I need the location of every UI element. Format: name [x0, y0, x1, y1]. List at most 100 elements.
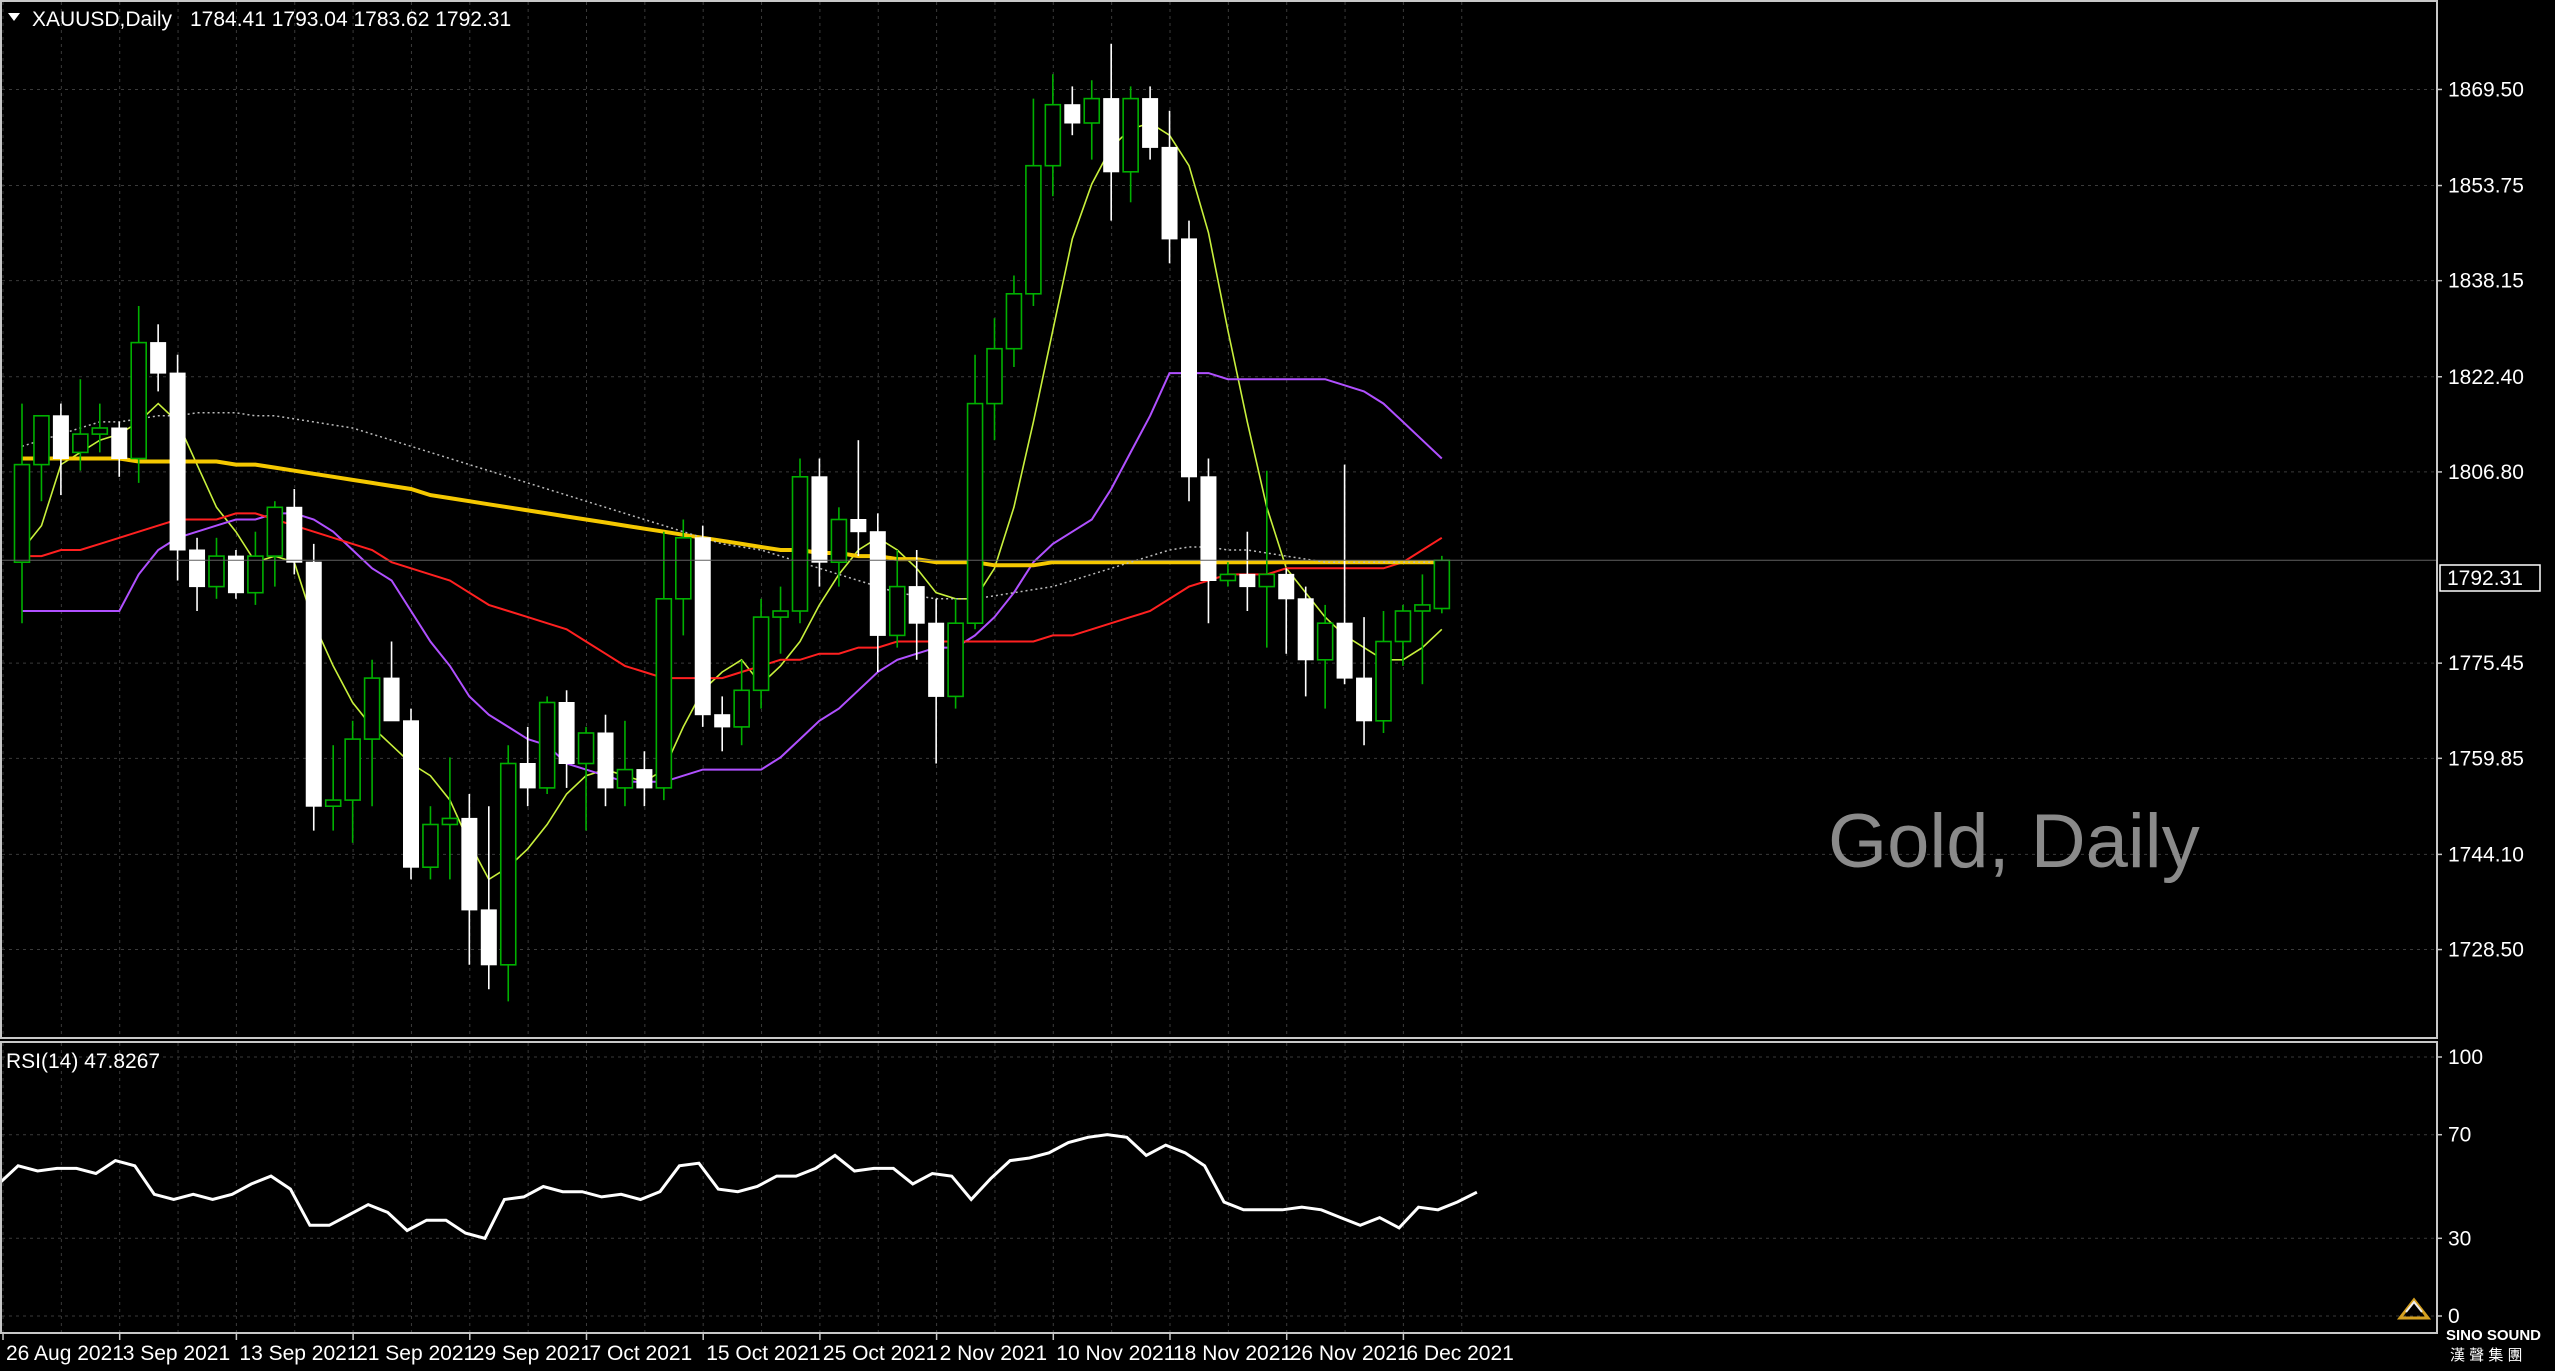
candle-body-bear — [286, 506, 303, 563]
candle-body-bull — [33, 414, 50, 466]
symbol-label: XAUUSD,Daily — [32, 8, 173, 31]
time-tick-label: 26 Aug 2021 — [6, 1342, 124, 1365]
candle-body-bear — [52, 415, 69, 459]
candle-body-bear — [1181, 238, 1197, 478]
candle-body-bull — [577, 732, 595, 765]
price-tick-label: 1806.80 — [2448, 461, 2524, 484]
candle — [1083, 80, 1101, 160]
candle-body-bull — [324, 799, 342, 807]
candle — [597, 714, 614, 807]
candle — [986, 318, 1003, 441]
candle — [616, 720, 634, 807]
rsi-line — [0, 1133, 1478, 1241]
candle — [111, 421, 128, 477]
candle — [324, 745, 342, 831]
candle — [947, 598, 964, 709]
candle-body-bull — [538, 701, 556, 789]
candle-body-bull — [1394, 610, 1412, 643]
time-tick-label: 26 Nov 2021 — [1290, 1342, 1409, 1365]
candle — [344, 720, 361, 843]
candle — [189, 537, 206, 611]
rsi-axis: 100 70 30 0 — [2436, 1046, 2483, 1328]
candle — [130, 306, 147, 483]
candle-body-bull — [674, 536, 692, 600]
ma-line-slow — [22, 512, 1443, 680]
rsi-tick-label: 70 — [2448, 1124, 2471, 1147]
candle-body-bull — [1219, 573, 1237, 582]
candle-body-bear — [558, 702, 575, 764]
candle — [714, 696, 731, 752]
chart-header: XAUUSD,Daily 1784.41 1793.04 1783.62 179… — [8, 8, 511, 31]
candle — [869, 513, 886, 672]
rsi-title: RSI(14) 47.8267 — [6, 1050, 160, 1073]
candle — [811, 458, 828, 587]
candle — [1258, 470, 1276, 648]
ohlc-label: 1784.41 1793.04 1783.62 1792.31 — [190, 8, 511, 31]
candle — [791, 458, 809, 624]
candle-body-bull — [422, 823, 439, 869]
candle — [1278, 568, 1295, 654]
logo-inner-icon — [2405, 1300, 2423, 1313]
candle — [305, 543, 322, 831]
price-tick-label: 1759.85 — [2448, 747, 2524, 770]
time-tick-label: 18 Nov 2021 — [1173, 1342, 1292, 1365]
candle-body-bear — [1356, 677, 1373, 722]
candle — [1064, 86, 1081, 136]
sino-sound-logo: SINO SOUND 漢 聲 集 團 — [2396, 1297, 2541, 1364]
candle — [1161, 110, 1178, 264]
candle-body-bull — [344, 738, 361, 801]
time-tick-label: 6 Dec 2021 — [1406, 1342, 1513, 1365]
candle-body-bear — [636, 769, 653, 789]
price-tick-label: 1822.40 — [2448, 366, 2524, 389]
candle-body-bull — [1414, 604, 1431, 612]
candle-body-bull — [1433, 559, 1451, 610]
candle — [1200, 458, 1217, 624]
candle — [1025, 98, 1042, 306]
rsi-tick-label: 100 — [2448, 1046, 2483, 1069]
candle — [966, 354, 984, 630]
candle — [1356, 617, 1373, 746]
candle — [72, 379, 89, 471]
candle-body-bear — [694, 537, 711, 716]
candles — [2, 43, 2436, 1002]
candle — [461, 794, 478, 965]
candle-body-bear — [869, 531, 886, 636]
candle-body-bull — [247, 555, 264, 594]
candle-body-bull — [363, 677, 381, 740]
candle — [441, 757, 459, 880]
logo-line1: SINO SOUND — [2446, 1327, 2541, 1344]
time-tick-label: 2 Nov 2021 — [940, 1342, 1047, 1365]
time-tick-label: 15 Oct 2021 — [706, 1342, 820, 1365]
candle — [1219, 562, 1237, 587]
candle — [850, 440, 867, 557]
price-tick-label: 1744.10 — [2448, 843, 2524, 866]
candle-body-bull — [1375, 640, 1392, 722]
candle-body-bull — [752, 616, 770, 692]
time-tick-label: 7 Oct 2021 — [590, 1342, 693, 1365]
candle-body-bear — [403, 720, 419, 868]
time-tick-label: 3 Sep 2021 — [123, 1342, 230, 1365]
candle-body-bull — [1025, 164, 1042, 295]
candle-body-bear — [480, 909, 497, 966]
candle-body-bear — [850, 519, 867, 533]
candle — [694, 525, 711, 727]
candle-body-bear — [227, 555, 244, 594]
logo-line2: 漢 聲 集 團 — [2450, 1347, 2523, 1364]
candle-body-bull — [830, 518, 848, 564]
price-tick-label: 1728.50 — [2448, 939, 2524, 962]
dropdown-triangle-icon[interactable] — [8, 13, 20, 21]
candle-body-bear — [383, 677, 400, 722]
candle-body-bull — [441, 817, 459, 826]
candle — [363, 659, 381, 807]
candle — [1044, 74, 1062, 197]
candle — [888, 550, 906, 648]
candle — [1316, 604, 1334, 709]
candle — [674, 519, 692, 636]
candle — [636, 751, 653, 807]
candle — [227, 550, 244, 599]
candle-body-bull — [208, 555, 225, 588]
candle — [1239, 531, 1256, 611]
time-tick-label: 29 Sep 2021 — [473, 1342, 592, 1365]
